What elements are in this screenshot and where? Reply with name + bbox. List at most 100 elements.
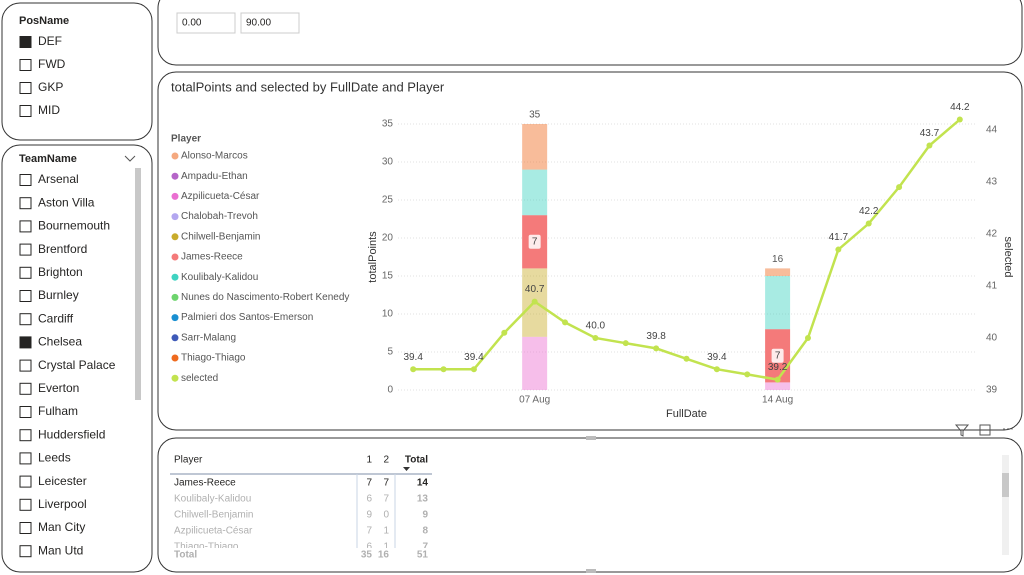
max-input[interactable] (240, 12, 300, 34)
slicer-item[interactable]: GKP (38, 80, 63, 94)
line-point[interactable] (622, 340, 629, 347)
line-point[interactable] (562, 319, 569, 326)
legend-item[interactable]: Koulibaly-Kalidou (181, 272, 258, 283)
line-point[interactable] (744, 371, 751, 378)
slicer-item[interactable]: Brentford (38, 242, 87, 256)
slicer-item[interactable]: Fulham (38, 404, 78, 418)
slicer-item[interactable]: Chelsea (38, 335, 82, 349)
bar-segment[interactable] (765, 276, 791, 330)
slicer-item[interactable]: Man Utd (38, 543, 83, 557)
line-point[interactable] (531, 298, 538, 305)
legend-item[interactable]: James-Reece (181, 252, 243, 263)
checkbox[interactable] (19, 174, 32, 186)
table-scroll-thumb[interactable] (1002, 473, 1009, 497)
legend-item[interactable]: Azpilicueta-César (181, 191, 260, 202)
checkbox[interactable] (19, 475, 32, 488)
slicer-scrollbar[interactable] (135, 168, 141, 400)
slicer-item[interactable]: DEF (38, 34, 62, 48)
line-point[interactable] (896, 184, 903, 191)
resize-handle[interactable] (586, 436, 596, 440)
slicer-item[interactable]: Bournemouth (38, 219, 110, 233)
legend-item[interactable]: Nunes do Nascimento-Robert Kenedy (181, 292, 349, 303)
legend-item[interactable]: Sarr-Malang (181, 332, 236, 343)
checkbox[interactable] (19, 266, 32, 279)
line-point[interactable] (865, 220, 872, 227)
line-point[interactable] (470, 366, 477, 373)
slicer-item[interactable]: Brighton (38, 265, 83, 279)
slicer-item[interactable]: Leeds (38, 451, 71, 465)
line-point[interactable] (804, 334, 811, 341)
checkbox[interactable] (19, 36, 32, 48)
y2-tick-label: 39 (986, 385, 998, 396)
table-cell[interactable]: Chilwell-Benjamin (174, 510, 253, 521)
column-header[interactable]: Total (405, 455, 428, 466)
line-point[interactable] (835, 246, 842, 253)
checkbox[interactable] (19, 105, 32, 117)
line-point[interactable] (592, 334, 599, 341)
checkbox[interactable] (19, 498, 32, 511)
slicer-item[interactable]: Liverpool (38, 497, 87, 511)
bar-segment[interactable] (522, 169, 548, 216)
min-input[interactable] (176, 12, 236, 34)
line-point[interactable] (774, 376, 781, 383)
line-point[interactable] (926, 142, 933, 149)
bar-segment[interactable] (522, 124, 548, 170)
checkbox[interactable] (19, 313, 32, 326)
table-cell[interactable]: Koulibaly-Kalidou (174, 494, 251, 505)
checkbox[interactable] (19, 382, 32, 395)
slicer-item[interactable]: Arsenal (38, 172, 79, 186)
slicer-item[interactable]: Aston Villa (38, 195, 95, 209)
bar-segment[interactable] (522, 336, 548, 390)
column-header[interactable]: 1 (366, 455, 372, 466)
dropdown-chevron[interactable] (124, 155, 136, 162)
slicer-item[interactable]: Man City (38, 520, 85, 534)
legend-item[interactable]: Chilwell-Benjamin (181, 231, 260, 242)
line-point[interactable] (713, 366, 720, 373)
table-cell[interactable]: James-Reece (174, 478, 236, 489)
checkbox[interactable] (19, 545, 32, 558)
slicer-item[interactable]: Leicester (38, 474, 87, 488)
column-header[interactable]: Player (174, 455, 203, 466)
checkbox[interactable] (19, 82, 32, 94)
column-header[interactable]: 2 (383, 455, 389, 466)
line-point[interactable] (653, 345, 660, 352)
checkbox[interactable] (19, 359, 32, 372)
legend-item[interactable]: Palmieri dos Santos-Emerson (181, 312, 313, 323)
legend-item[interactable]: Thiago-Thiago (181, 353, 246, 364)
slicer-item[interactable]: Everton (38, 381, 79, 395)
legend-item[interactable]: Ampadu-Ethan (181, 171, 248, 182)
filter-icon[interactable] (954, 424, 970, 437)
checkbox[interactable] (19, 522, 32, 534)
checkbox[interactable] (19, 429, 32, 442)
table-cell[interactable]: Azpilicueta-César (174, 526, 253, 537)
slicer-item[interactable]: Cardiff (38, 311, 74, 325)
more-icon[interactable]: ··· (1002, 421, 1014, 435)
line-point[interactable] (683, 355, 690, 362)
resize-handle[interactable] (586, 569, 596, 573)
bar-segment[interactable] (765, 268, 791, 276)
checkbox[interactable] (19, 452, 32, 465)
slicer-item[interactable]: Crystal Palace (38, 358, 116, 372)
checkbox[interactable] (19, 406, 32, 418)
table-scroll-track[interactable] (1002, 455, 1009, 555)
line-point[interactable] (440, 366, 447, 373)
checkbox[interactable] (19, 59, 32, 71)
bar-segment[interactable] (765, 382, 791, 390)
checkbox[interactable] (19, 220, 32, 233)
legend-item[interactable]: Chalobah-Trevoh (181, 211, 258, 222)
legend-item[interactable]: Alonso-Marcos (181, 151, 248, 162)
legend-item[interactable]: selected (181, 373, 218, 384)
checkbox[interactable] (19, 243, 32, 256)
checkbox[interactable] (19, 336, 32, 349)
line-point[interactable] (956, 116, 963, 123)
checkbox[interactable] (19, 197, 32, 210)
line-point[interactable] (410, 366, 417, 373)
slicer-item[interactable]: MID (38, 103, 60, 117)
slicer-item[interactable]: FWD (38, 57, 66, 71)
slicer-item[interactable]: Burnley (38, 288, 79, 302)
line-point[interactable] (501, 329, 508, 336)
table-cell[interactable]: Thiago-Thiago (174, 542, 239, 553)
focus-icon[interactable] (979, 424, 991, 436)
checkbox[interactable] (19, 290, 32, 302)
slicer-item[interactable]: Huddersfield (38, 427, 105, 441)
